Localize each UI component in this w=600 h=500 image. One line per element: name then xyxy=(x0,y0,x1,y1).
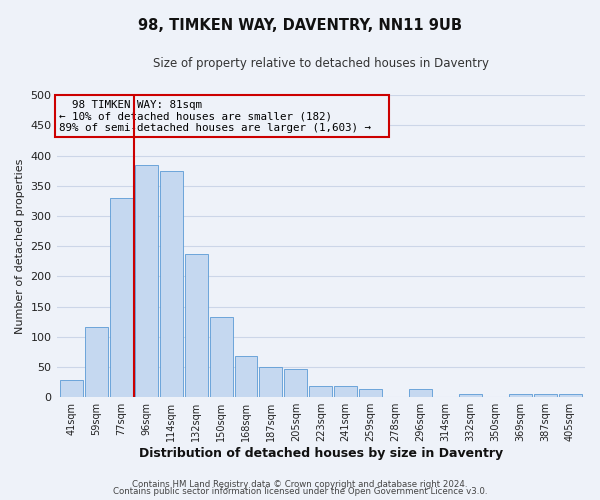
Bar xyxy=(409,389,432,397)
Bar xyxy=(235,356,257,397)
Bar xyxy=(135,164,158,397)
Bar xyxy=(334,386,357,397)
Bar xyxy=(509,394,532,397)
Title: Size of property relative to detached houses in Daventry: Size of property relative to detached ho… xyxy=(153,58,489,70)
Bar xyxy=(284,370,307,397)
Bar xyxy=(259,367,283,397)
Bar xyxy=(559,394,581,397)
Y-axis label: Number of detached properties: Number of detached properties xyxy=(15,158,25,334)
Bar xyxy=(359,390,382,397)
Bar xyxy=(209,317,233,397)
Bar xyxy=(310,386,332,397)
Bar xyxy=(60,380,83,397)
Bar xyxy=(160,171,182,397)
X-axis label: Distribution of detached houses by size in Daventry: Distribution of detached houses by size … xyxy=(139,447,503,460)
Bar xyxy=(459,394,482,397)
Text: Contains public sector information licensed under the Open Government Licence v3: Contains public sector information licen… xyxy=(113,488,487,496)
Text: 98 TIMKEN WAY: 81sqm
← 10% of detached houses are smaller (182)
89% of semi-deta: 98 TIMKEN WAY: 81sqm ← 10% of detached h… xyxy=(59,100,384,133)
Text: 98, TIMKEN WAY, DAVENTRY, NN11 9UB: 98, TIMKEN WAY, DAVENTRY, NN11 9UB xyxy=(138,18,462,32)
Text: Contains HM Land Registry data © Crown copyright and database right 2024.: Contains HM Land Registry data © Crown c… xyxy=(132,480,468,489)
Bar xyxy=(110,198,133,397)
Bar xyxy=(85,327,108,397)
Bar xyxy=(533,394,557,397)
Bar xyxy=(185,254,208,397)
